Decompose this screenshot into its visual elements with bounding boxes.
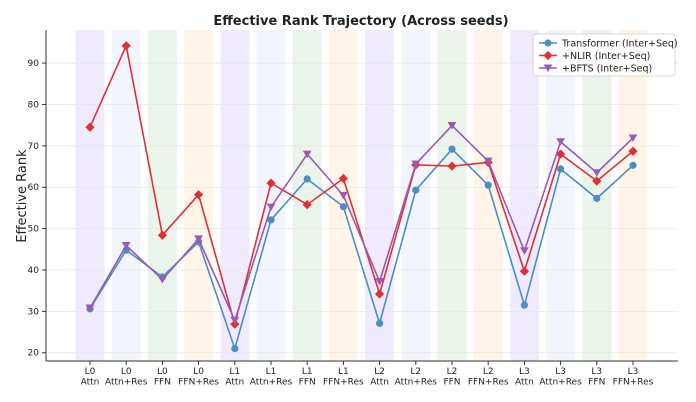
chart-title: Effective Rank Trajectory (Across seeds) <box>213 14 508 29</box>
data-point <box>628 146 638 156</box>
data-point <box>194 235 203 243</box>
y-tick-label: 40 <box>28 266 40 276</box>
x-tick-label: L2 FFN+Res <box>468 367 509 388</box>
axes <box>45 30 678 362</box>
legend-label: +NLIR (Inter+Seq) <box>562 51 650 62</box>
data-point <box>85 304 95 312</box>
y-tick-label: 90 <box>28 59 40 69</box>
data-point <box>557 165 565 173</box>
x-tick-label: L2 FFN <box>443 367 460 388</box>
x-tick-label: L1 Attn+Res <box>250 367 293 388</box>
data-point <box>544 39 552 47</box>
grid-lines <box>46 62 678 354</box>
data-point <box>483 157 493 166</box>
data-point <box>520 301 529 309</box>
x-tick-label: L2 Attn <box>370 367 389 388</box>
x-tick-label: L3 FFN+Res <box>613 367 654 388</box>
y-tick-label: 20 <box>28 349 40 359</box>
x-tick-label: L1 Attn <box>225 367 244 388</box>
legend-item: Transformer (Inter+Seq) <box>539 38 678 49</box>
x-tick-label: L0 Attn <box>81 367 100 388</box>
data-point <box>593 194 601 202</box>
data-point <box>194 190 204 200</box>
x-tick-labels: L0 Attn L0 Attn+Res L0 FFN L0 FFN+Res L1 Attn L1 At… <box>81 361 654 388</box>
category-band <box>618 30 648 361</box>
data-point <box>230 316 240 325</box>
data-point <box>447 122 457 130</box>
legend: Transformer (Inter+Seq) +NLIR (Inter+Seq)… <box>532 33 678 77</box>
data-point <box>339 203 347 211</box>
series-line <box>89 43 634 328</box>
legend-label: Transformer (Inter+Seq) <box>561 38 678 49</box>
data-point <box>412 186 420 194</box>
x-tick-label: L1 FFN+Res <box>323 367 364 388</box>
data-point <box>447 161 457 171</box>
data-point <box>121 242 131 250</box>
data-point <box>375 278 384 286</box>
data-point <box>484 181 492 189</box>
data-point <box>338 173 348 184</box>
data-point <box>266 203 276 212</box>
category-band <box>220 30 250 361</box>
data-point <box>543 50 553 61</box>
category-band <box>473 30 503 361</box>
category-band <box>546 30 576 361</box>
data-point <box>121 41 131 51</box>
data-point <box>158 275 167 284</box>
data-point <box>448 145 456 153</box>
y-tick-label: 70 <box>28 142 40 152</box>
category-band <box>256 30 286 361</box>
data-point <box>519 266 529 276</box>
series-lines <box>85 41 638 353</box>
legend-label: +BFTS (Inter+Seq) <box>562 63 652 74</box>
series-line <box>89 124 634 323</box>
y-tick-label: 30 <box>28 307 40 317</box>
data-point <box>375 289 385 299</box>
series-3 <box>85 122 638 325</box>
x-tick-label: L3 Attn <box>515 367 534 388</box>
y-tick-label: 80 <box>28 100 40 110</box>
legend-box <box>532 33 676 77</box>
x-tick-label: L0 FFN+Res <box>178 367 219 388</box>
data-point <box>592 176 602 186</box>
category-band <box>365 30 395 361</box>
category-band <box>292 30 322 361</box>
data-point <box>411 160 421 169</box>
category-band <box>111 30 141 361</box>
legend-item: +NLIR (Inter+Seq) <box>539 51 650 62</box>
x-tick-label: L3 Attn+Res <box>539 367 582 388</box>
data-point <box>628 134 638 142</box>
data-point <box>302 200 312 210</box>
data-point <box>339 191 348 200</box>
x-tick-label: L1 FFN <box>299 367 316 388</box>
data-point <box>629 161 637 169</box>
data-point <box>543 64 553 72</box>
data-point <box>520 247 529 255</box>
data-point <box>592 169 602 177</box>
data-point <box>302 150 312 159</box>
x-tick-label: L2 Attn+Res <box>395 367 438 388</box>
category-band <box>437 30 467 361</box>
data-point <box>157 230 167 240</box>
data-point <box>85 122 95 132</box>
data-point <box>556 149 566 159</box>
data-point <box>556 138 565 146</box>
category-band <box>147 30 177 361</box>
y-tick-label: 60 <box>28 183 40 193</box>
data-point <box>231 344 239 353</box>
data-point <box>267 216 275 224</box>
x-tick-label: L3 FFN <box>588 367 605 388</box>
y-axis-label: Effective Rank <box>15 149 30 243</box>
y-tick-label: 50 <box>28 225 40 235</box>
x-tick-label: L0 Attn+Res <box>105 367 148 388</box>
x-tick-label: L0 FFN <box>154 367 171 388</box>
data-point <box>266 178 276 188</box>
data-point <box>303 175 311 183</box>
y-tick-labels: 20 30 40 50 60 70 80 90 <box>28 59 46 359</box>
data-point <box>376 319 384 327</box>
legend-item: +BFTS (Inter+Seq) <box>539 63 652 74</box>
